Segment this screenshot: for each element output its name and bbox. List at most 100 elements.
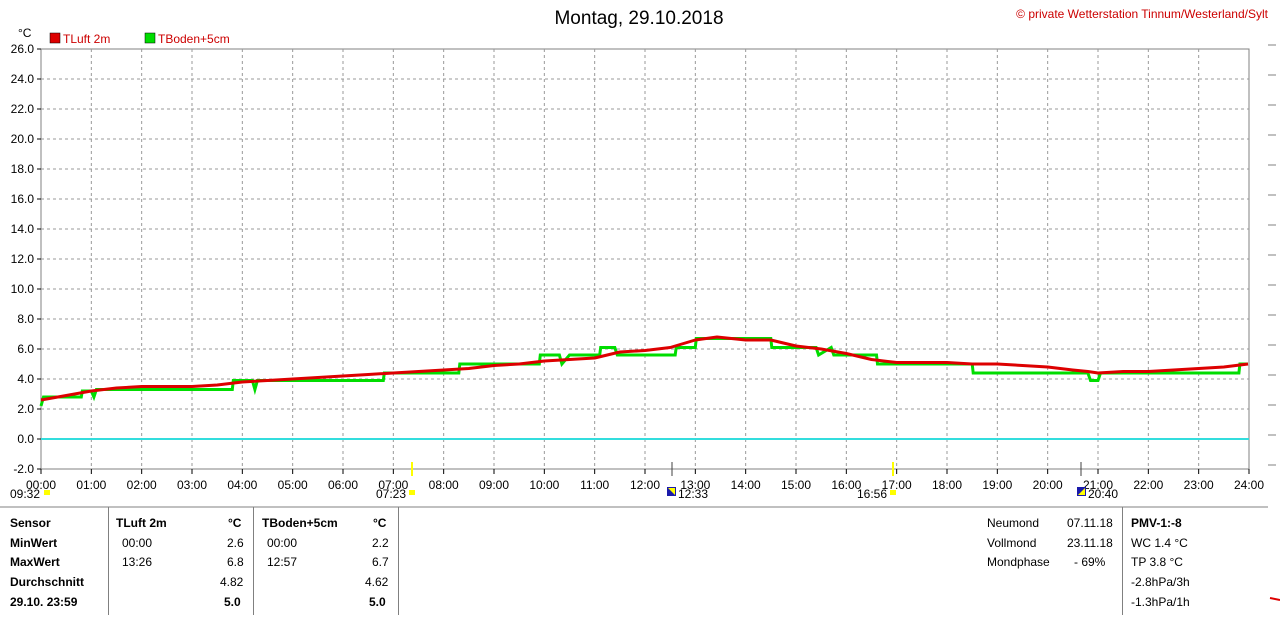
pmv-wc: WC 1.4 °C (1131, 536, 1188, 550)
sunrise-icon (409, 490, 415, 495)
tluft-max-time: 13:26 (122, 555, 153, 569)
tluft-min-time: 00:00 (122, 536, 153, 550)
x-axis: 00:00 01:00 02:00 03:00 04:00 05:00 06:00 07:00… (26, 469, 1264, 492)
sensor-unit-tluft: °C (228, 516, 242, 530)
tluft-min: 2.6 (227, 536, 244, 550)
stat-label-sensor: Sensor (10, 516, 51, 530)
stat-label-min: MinWert (10, 536, 58, 550)
moonset-moon-icon (668, 488, 675, 495)
tboden-avg: 4.62 (365, 575, 389, 589)
x-tick-label: 15:00 (781, 478, 811, 492)
moon-full-value: 23.11.18 (1067, 536, 1113, 550)
tboden-min: 2.2 (372, 536, 389, 550)
series-lines (39, 335, 1249, 407)
pmv-pressure-3h: -2.8hPa/3h (1131, 575, 1190, 589)
x-tick-label: 21:00 (1083, 478, 1113, 492)
y-tick-label: 8.0 (17, 312, 34, 326)
sunset-icon (890, 490, 896, 495)
y-tick-label: -2.0 (13, 462, 34, 476)
sunrise-time: 07:23 (376, 487, 406, 501)
x-tick-label: 17:00 (882, 478, 912, 492)
y-tick-label: 14.0 (11, 222, 35, 236)
legend-label-tluft: TLuft 2m (63, 32, 110, 46)
pmv-tp: TP 3.8 °C (1131, 555, 1183, 569)
x-tick-label: 18:00 (932, 478, 962, 492)
x-tick-label: 16:00 (831, 478, 861, 492)
x-tick-label: 09:00 (479, 478, 509, 492)
x-tick-label: 12:00 (630, 478, 660, 492)
sunset-time: 16:56 (857, 487, 887, 501)
moonset-time: 12:33 (678, 487, 708, 501)
x-tick-label: 24:00 (1234, 478, 1264, 492)
tboden-max-time: 12:57 (267, 555, 298, 569)
pmv-title: PMV-1:-8 (1131, 516, 1182, 530)
x-tick-label: 07:00 (378, 478, 408, 492)
stat-label-avg: Durchschnitt (10, 575, 85, 589)
y-tick-label: 26.0 (11, 42, 35, 56)
x-tick-label: 00:00 (26, 478, 56, 492)
moon-new-label: Neumond (987, 516, 1040, 530)
moon2-time: 20:40 (1088, 487, 1118, 501)
moon-phase-value: - 69% (1074, 555, 1106, 569)
tboden-min-time: 00:00 (267, 536, 298, 550)
x-tick-label: 04:00 (227, 478, 257, 492)
y-tick-label: 12.0 (11, 252, 35, 266)
moon-full-label: Vollmond (987, 536, 1037, 550)
x-tick-label: 23:00 (1184, 478, 1214, 492)
series-line-tluft (40, 335, 1249, 402)
x-tick-label: 10:00 (529, 478, 559, 492)
table-divider-1 (108, 507, 109, 615)
x-tick-label: 06:00 (328, 478, 358, 492)
x-tick-label: 11:00 (580, 478, 609, 492)
moon-new-value: 07.11.18 (1067, 516, 1113, 530)
x-tick-label: 19:00 (982, 478, 1012, 492)
right-tick-marks (1268, 44, 1276, 466)
y-axis-unit: °C (18, 26, 32, 40)
tluft-max: 6.8 (227, 555, 244, 569)
y-tick-label: 20.0 (11, 132, 35, 146)
stat-label-max: MaxWert (10, 555, 60, 569)
sensor-unit-tboden: °C (373, 516, 387, 530)
tboden-current: 5.0 (369, 595, 386, 609)
tluft-current: 5.0 (224, 595, 241, 609)
sensor-name-tboden: TBoden+5cm (262, 516, 338, 530)
y-tick-label: 24.0 (11, 72, 35, 86)
tboden-max: 6.7 (372, 555, 389, 569)
copyright-text: © private Wetterstation Tinnum/Westerlan… (1016, 7, 1269, 21)
x-tick-label: 03:00 (177, 478, 207, 492)
table-divider-4 (1122, 507, 1123, 615)
stat-label-current: 29.10. 23:59 (10, 595, 78, 609)
moon2-moon-icon (1078, 488, 1085, 495)
y-tick-label: 10.0 (11, 282, 35, 296)
stats-table: Sensor MinWert MaxWert Durchschnitt 29.1… (0, 507, 1268, 621)
moonrise-time: 09:32 (10, 487, 40, 501)
x-tick-label: 02:00 (127, 478, 157, 492)
tluft-avg: 4.82 (220, 575, 244, 589)
x-tick-label: 22:00 (1133, 478, 1163, 492)
y-tick-label: 16.0 (11, 192, 35, 206)
x-tick-label: 01:00 (76, 478, 106, 492)
y-tick-label: 2.0 (17, 402, 34, 416)
pmv-pressure-1h: -1.3hPa/1h (1131, 595, 1190, 609)
chart-title: Montag, 29.10.2018 (554, 8, 723, 29)
legend-swatch-tboden (144, 32, 156, 44)
y-tick-label: 6.0 (17, 342, 34, 356)
bottom-right-red-tick (1269, 597, 1280, 601)
y-tick-label: 0.0 (17, 432, 34, 446)
x-tick-label: 08:00 (429, 478, 459, 492)
sensor-name-tluft: TLuft 2m (116, 516, 167, 530)
table-divider-2 (253, 507, 254, 615)
legend-label-tboden: TBoden+5cm (158, 32, 230, 46)
grid-lines (41, 49, 1249, 469)
legend-swatch-tluft (49, 32, 61, 44)
moon-phase-label: Mondphase (987, 555, 1050, 569)
y-tick-label: 18.0 (11, 162, 35, 176)
y-tick-label: 4.0 (17, 372, 34, 386)
x-tick-label: 05:00 (278, 478, 308, 492)
y-axis: 26.0 24.0 22.0 20.0 18.0 16.0 14.0 12.0 10.0 8.0 6… (11, 42, 41, 476)
y-tick-label: 22.0 (11, 102, 35, 116)
x-tick-label: 13:00 (680, 478, 710, 492)
moonrise-icon (44, 490, 50, 495)
table-divider-3 (398, 507, 399, 615)
